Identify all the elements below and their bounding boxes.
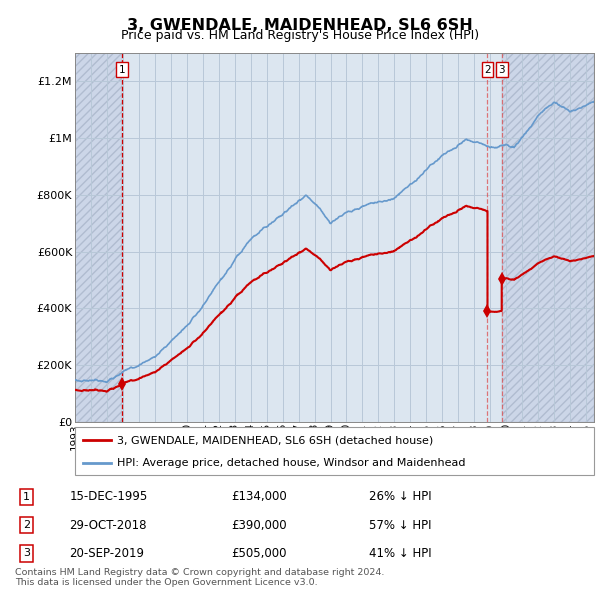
FancyBboxPatch shape [75, 427, 594, 475]
Bar [75, 53, 122, 422]
Text: 3: 3 [499, 65, 505, 75]
Text: Price paid vs. HM Land Registry's House Price Index (HPI): Price paid vs. HM Land Registry's House … [121, 30, 479, 42]
Text: 15-DEC-1995: 15-DEC-1995 [70, 490, 148, 503]
Text: 1: 1 [119, 65, 125, 75]
Text: £505,000: £505,000 [231, 547, 286, 560]
Text: 3, GWENDALE, MAIDENHEAD, SL6 6SH: 3, GWENDALE, MAIDENHEAD, SL6 6SH [127, 18, 473, 32]
Text: 41% ↓ HPI: 41% ↓ HPI [369, 547, 432, 560]
Text: 2: 2 [484, 65, 491, 75]
Text: HPI: Average price, detached house, Windsor and Maidenhead: HPI: Average price, detached house, Wind… [116, 458, 465, 468]
Text: 2: 2 [23, 520, 30, 530]
Text: Contains HM Land Registry data © Crown copyright and database right 2024.: Contains HM Land Registry data © Crown c… [15, 568, 385, 577]
Text: £134,000: £134,000 [231, 490, 287, 503]
Text: 57% ↓ HPI: 57% ↓ HPI [369, 519, 431, 532]
Text: 3: 3 [23, 549, 30, 558]
Text: 26% ↓ HPI: 26% ↓ HPI [369, 490, 432, 503]
Text: 20-SEP-2019: 20-SEP-2019 [70, 547, 145, 560]
Text: 1: 1 [23, 492, 30, 502]
Text: 3, GWENDALE, MAIDENHEAD, SL6 6SH (detached house): 3, GWENDALE, MAIDENHEAD, SL6 6SH (detach… [116, 435, 433, 445]
Bar [502, 53, 594, 422]
Text: 29-OCT-2018: 29-OCT-2018 [70, 519, 147, 532]
Text: This data is licensed under the Open Government Licence v3.0.: This data is licensed under the Open Gov… [15, 578, 317, 587]
Text: £390,000: £390,000 [231, 519, 287, 532]
